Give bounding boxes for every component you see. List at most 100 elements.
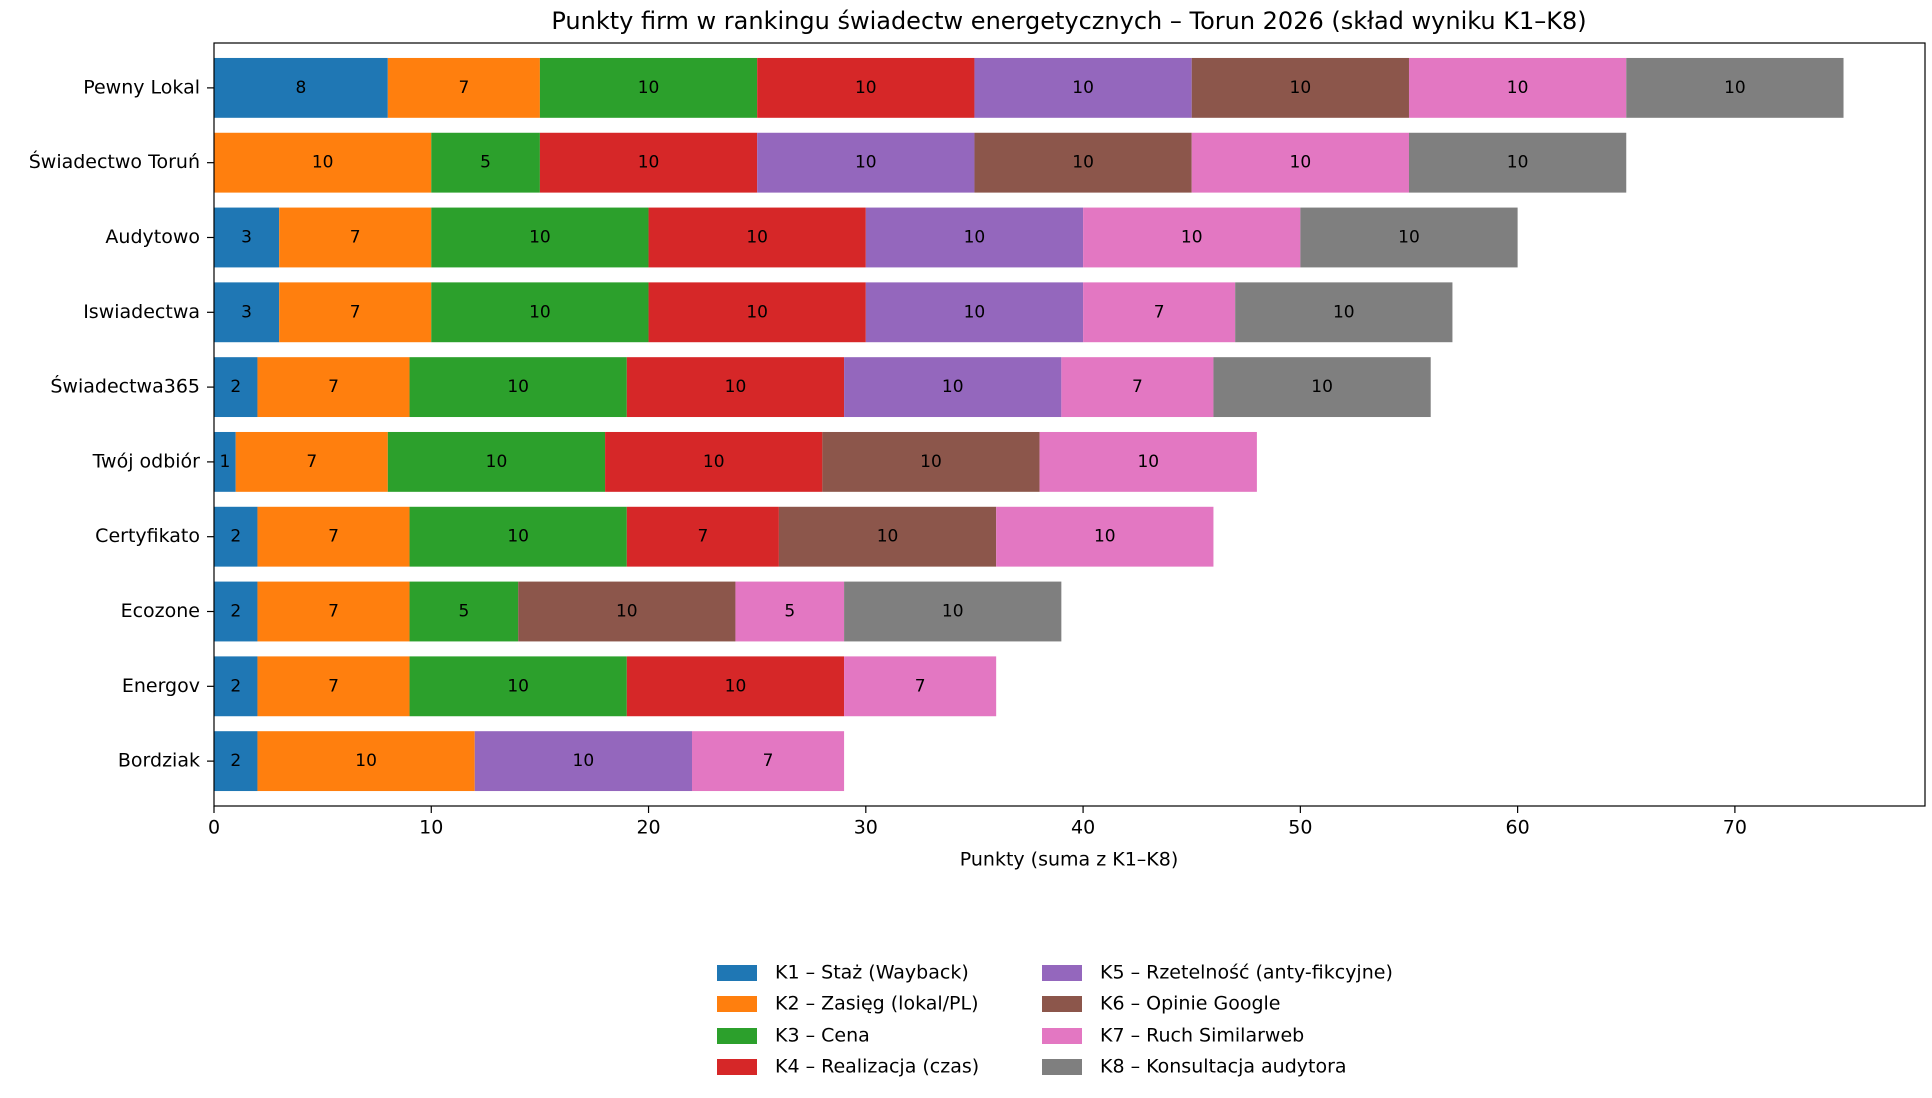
x-tick-label: 10 — [419, 817, 443, 839]
bar-segment — [214, 132, 432, 193]
x-axis-label: Punkty (suma z K1–K8) — [960, 849, 1179, 871]
bar-segment — [626, 656, 845, 717]
x-tick-label: 60 — [1506, 817, 1530, 839]
segment-label: 10 — [746, 227, 768, 247]
segment-label: 2 — [230, 377, 241, 397]
bar-segment — [735, 581, 845, 642]
segment-label: 7 — [697, 527, 708, 547]
segment-label: 3 — [241, 302, 252, 322]
bar-segment — [1235, 282, 1453, 343]
segment-label: 10 — [855, 78, 877, 98]
legend-label: K5 – Rzetelność (anty-fikcyjne) — [1100, 962, 1393, 984]
segment-label: 10 — [1724, 78, 1746, 98]
bar-segment — [626, 357, 845, 418]
segment-label: 10 — [1137, 452, 1159, 472]
segment-label: 7 — [1132, 377, 1143, 397]
segment-label: 10 — [1311, 377, 1333, 397]
chart-title: Punkty firm w rankingu świadectw energet… — [551, 7, 1586, 35]
bar-segment — [431, 282, 649, 343]
bar-segment — [865, 282, 1084, 343]
segment-label: 10 — [1290, 78, 1312, 98]
legend-swatch — [1042, 965, 1082, 981]
segment-label: 10 — [507, 527, 529, 547]
segment-label: 10 — [942, 377, 964, 397]
segment-label: 10 — [1507, 78, 1529, 98]
segment-label: 10 — [964, 302, 986, 322]
legend-label: K2 – Zasięg (lokal/PL) — [775, 993, 979, 1015]
bar-segment — [409, 357, 627, 418]
bar-segment — [1061, 357, 1214, 418]
y-tick-label: Świadectwa365 — [50, 374, 200, 398]
bar-segment — [1626, 57, 1844, 118]
segment-label: 7 — [763, 751, 774, 771]
segment-label: 10 — [920, 452, 942, 472]
bar-segment — [648, 207, 866, 268]
bar-segment — [844, 357, 1062, 418]
bar-segment — [279, 282, 432, 343]
bar-segment — [1300, 207, 1518, 268]
bar-segment — [214, 357, 258, 418]
segment-label: 10 — [573, 751, 595, 771]
segment-label: 7 — [458, 78, 469, 98]
segment-label: 7 — [1154, 302, 1165, 322]
bar-segment — [409, 506, 627, 567]
legend-label: K6 – Opinie Google — [1100, 993, 1280, 1015]
legend-swatch — [1042, 996, 1082, 1012]
bar-segment — [257, 357, 410, 418]
segment-label: 5 — [784, 602, 795, 622]
segment-label: 5 — [458, 602, 469, 622]
segment-label: 10 — [312, 153, 334, 173]
bar-segment — [431, 132, 540, 193]
segment-label: 7 — [328, 676, 339, 696]
y-tick-label: Bordziak — [118, 750, 200, 772]
segment-label: 10 — [507, 377, 529, 397]
segment-label: 7 — [328, 602, 339, 622]
bar-segment — [691, 731, 845, 792]
y-tick-label: Energov — [122, 675, 200, 697]
bar-segment — [974, 132, 1192, 193]
bar-segment — [1408, 57, 1627, 118]
bar-segment — [214, 506, 258, 567]
segment-label: 10 — [746, 302, 768, 322]
bar-segment — [474, 731, 692, 792]
segment-label: 2 — [230, 602, 241, 622]
bar-segment — [387, 431, 606, 492]
segment-label: 10 — [725, 377, 747, 397]
bar-segment — [518, 581, 736, 642]
y-tick-label: Certyfikato — [95, 525, 200, 547]
bar-segment — [757, 132, 975, 193]
bar-segment — [214, 581, 258, 642]
legend-swatch — [717, 1028, 757, 1044]
bar-segment — [865, 207, 1084, 268]
segment-label: 2 — [230, 751, 241, 771]
bar-segment — [214, 57, 388, 118]
bar-segment — [214, 207, 280, 268]
bar-segment — [235, 431, 388, 492]
legend-swatch — [717, 996, 757, 1012]
bar-segment — [539, 57, 758, 118]
legend-swatch — [717, 1059, 757, 1075]
bar-segment — [257, 581, 410, 642]
bar-segment — [757, 57, 975, 118]
segment-label: 10 — [964, 227, 986, 247]
segment-label: 7 — [328, 377, 339, 397]
segment-label: 10 — [355, 751, 377, 771]
bar-segment — [409, 656, 627, 717]
bar-segment — [257, 731, 475, 792]
segment-label: 8 — [295, 78, 306, 98]
segment-label: 7 — [350, 302, 361, 322]
segment-label: 10 — [529, 227, 551, 247]
bar-segment — [648, 282, 866, 343]
bar-segment — [1083, 282, 1236, 343]
y-tick-label: Audytowo — [105, 226, 200, 248]
segment-label: 7 — [306, 452, 317, 472]
legend-swatch — [1042, 1028, 1082, 1044]
segment-label: 10 — [703, 452, 725, 472]
x-tick-label: 30 — [854, 817, 878, 839]
bar-segment — [214, 282, 280, 343]
segment-label: 10 — [507, 676, 529, 696]
segment-label: 2 — [230, 527, 241, 547]
bar-segment — [257, 656, 410, 717]
segment-label: 10 — [486, 452, 508, 472]
